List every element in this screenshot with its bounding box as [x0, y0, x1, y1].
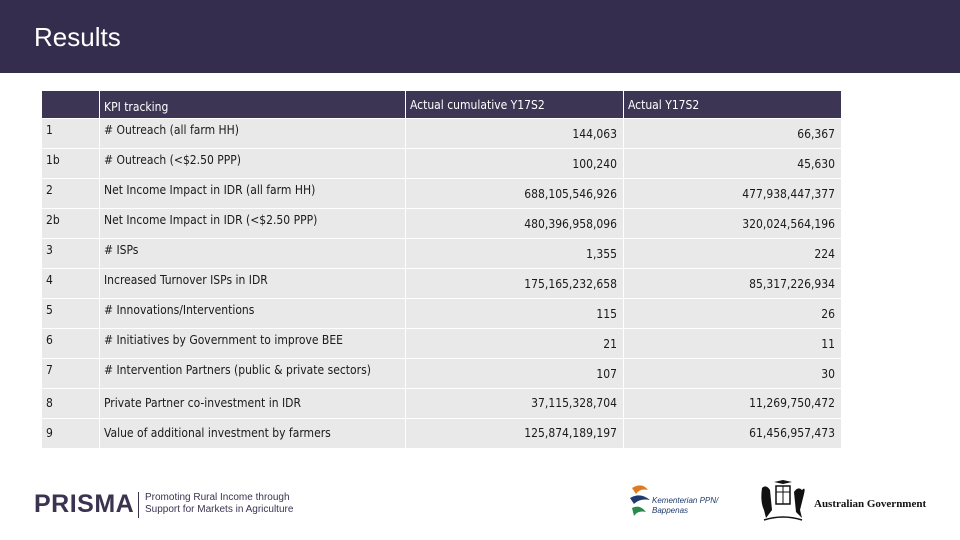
- y17s2-value: 477,938,447,377: [624, 179, 842, 209]
- y17s2-value: 45,630: [624, 149, 842, 179]
- cumulative-value: 125,874,189,197: [406, 419, 624, 449]
- kpi-name: Net Income Impact in IDR (all farm HH): [100, 179, 406, 209]
- kpi-name: Net Income Impact in IDR (<$2.50 PPP): [100, 209, 406, 239]
- cumulative-value: 175,165,232,658: [406, 269, 624, 299]
- table-row: 6 # Initiatives by Government to improve …: [42, 329, 842, 359]
- row-number: 8: [42, 389, 100, 419]
- title-bar: Results: [0, 0, 960, 73]
- table-row: 4 Increased Turnover ISPs in IDR 175,165,2…: [42, 269, 842, 299]
- prisma-tagline-line-2: Support for Markets in Agriculture: [145, 504, 294, 515]
- kpi-results-table: KPI tracking Actual cumulative Y17S2 Act…: [42, 91, 842, 449]
- column-header-kpi: KPI tracking: [100, 91, 406, 119]
- row-number: 7: [42, 359, 100, 389]
- table-row: 7 # Intervention Partners (public & priva…: [42, 359, 842, 389]
- row-number: 6: [42, 329, 100, 359]
- table-row: 5 # Innovations/Interventions 115 26: [42, 299, 842, 329]
- kpi-name: # Outreach (all farm HH): [100, 119, 406, 149]
- footer-logos: PRISMA Promoting Rural Income through Su…: [0, 470, 960, 540]
- table-row: 8 Private Partner co-investment in IDR 37,…: [42, 389, 842, 419]
- y17s2-value: 26: [624, 299, 842, 329]
- row-number: 2: [42, 179, 100, 209]
- kpi-name: # ISPs: [100, 239, 406, 269]
- cumulative-value: 688,105,546,926: [406, 179, 624, 209]
- kpi-name: # Outreach (<$2.50 PPP): [100, 149, 406, 179]
- coat-of-arms-icon: [761, 480, 805, 521]
- cumulative-value: 107: [406, 359, 624, 389]
- kpi-name: # Intervention Partners (public & privat…: [100, 359, 406, 389]
- y17s2-value: 85,317,226,934: [624, 269, 842, 299]
- y17s2-value: 224: [624, 239, 842, 269]
- y17s2-value: 320,024,564,196: [624, 209, 842, 239]
- table-row: 1b # Outreach (<$2.50 PPP) 100,240 45,630: [42, 149, 842, 179]
- prisma-tagline-line-1: Promoting Rural Income through: [145, 492, 290, 503]
- table-row: 1 # Outreach (all farm HH) 144,063 66,367: [42, 119, 842, 149]
- row-number: 5: [42, 299, 100, 329]
- table-row: 2 Net Income Impact in IDR (all farm HH) 6…: [42, 179, 842, 209]
- kpi-name: # Innovations/Interventions: [100, 299, 406, 329]
- y17s2-value: 11,269,750,472: [624, 389, 842, 419]
- logo-divider: [138, 492, 139, 518]
- column-header-cumulative: Actual cumulative Y17S2: [406, 91, 624, 119]
- bappenas-emblem-icon: [630, 485, 650, 516]
- row-number: 2b: [42, 209, 100, 239]
- cumulative-value: 144,063: [406, 119, 624, 149]
- cumulative-value: 37,115,328,704: [406, 389, 624, 419]
- kementerian-text: Kementerian PPN/ Bappenas: [652, 496, 718, 516]
- column-header-y17s2: Actual Y17S2: [624, 91, 842, 119]
- prisma-tagline: Promoting Rural Income through Support f…: [145, 492, 305, 516]
- row-number: 1: [42, 119, 100, 149]
- row-number: 3: [42, 239, 100, 269]
- y17s2-value: 61,456,957,473: [624, 419, 842, 449]
- prisma-logo: PRISMA: [34, 490, 135, 518]
- kementerian-line-1: Kementerian PPN/: [652, 496, 719, 505]
- y17s2-value: 66,367: [624, 119, 842, 149]
- cumulative-value: 1,355: [406, 239, 624, 269]
- kementerian-logo: Kementerian PPN/ Bappenas: [628, 482, 748, 522]
- page-title: Results: [34, 22, 121, 52]
- table-row: 3 # ISPs 1,355 224: [42, 239, 842, 269]
- column-header-number: [42, 91, 100, 119]
- cumulative-value: 100,240: [406, 149, 624, 179]
- kpi-name: Value of additional investment by farmer…: [100, 419, 406, 449]
- australian-government-text: Australian Government: [814, 498, 927, 510]
- row-number: 4: [42, 269, 100, 299]
- cumulative-value: 115: [406, 299, 624, 329]
- kpi-name: # Initiatives by Government to improve B…: [100, 329, 406, 359]
- kementerian-line-2: Bappenas: [652, 506, 689, 515]
- row-number: 9: [42, 419, 100, 449]
- table-row: 2b Net Income Impact in IDR (<$2.50 PPP) 4…: [42, 209, 842, 239]
- cumulative-value: 21: [406, 329, 624, 359]
- cumulative-value: 480,396,958,096: [406, 209, 624, 239]
- kpi-name: Private Partner co-investment in IDR: [100, 389, 406, 419]
- australian-government-logo: Australian Government: [756, 480, 926, 524]
- y17s2-value: 11: [624, 329, 842, 359]
- kpi-name: Increased Turnover ISPs in IDR: [100, 269, 406, 299]
- table-header-row: KPI tracking Actual cumulative Y17S2 Act…: [42, 91, 842, 119]
- table-row: 9 Value of additional investment by farme…: [42, 419, 842, 449]
- row-number: 1b: [42, 149, 100, 179]
- y17s2-value: 30: [624, 359, 842, 389]
